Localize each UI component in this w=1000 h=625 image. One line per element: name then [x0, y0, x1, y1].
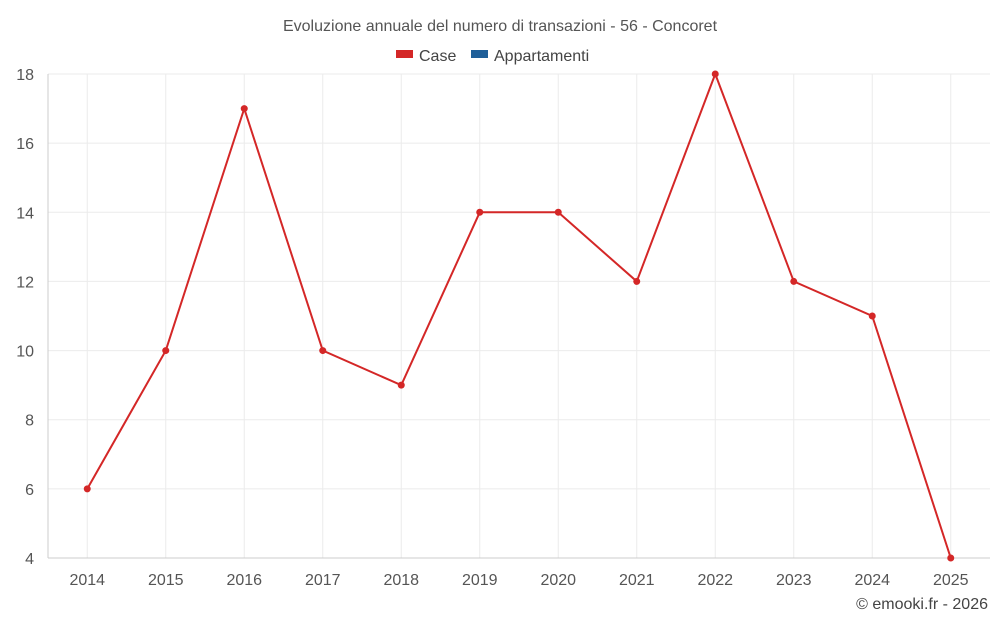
y-tick-label-18: 18	[16, 67, 34, 84]
data-point-case-2022[interactable]	[711, 70, 719, 78]
x-tick-label-2018: 2018	[383, 572, 419, 589]
legend-swatch-case	[396, 50, 413, 58]
data-point-case-2017[interactable]	[319, 347, 327, 355]
chart-title: Evoluzione annuale del numero di transaz…	[283, 18, 718, 35]
series-line-case	[86, 71, 952, 559]
y-tick-label-16: 16	[16, 136, 34, 153]
data-point-case-2024[interactable]	[868, 312, 876, 320]
y-tick-label-14: 14	[16, 205, 34, 222]
x-tick-label-2015: 2015	[148, 572, 184, 589]
legend-item-case[interactable]: Case	[396, 48, 456, 65]
legend-item-appartamenti[interactable]: Appartamenti	[471, 48, 589, 65]
legend-swatch-appartamenti	[471, 50, 488, 58]
data-point-case-2021[interactable]	[633, 277, 641, 285]
data-point-case-2015[interactable]	[162, 347, 170, 355]
data-point-case-2019[interactable]	[476, 208, 484, 216]
legend: Case Appartamenti	[396, 48, 589, 65]
data-point-case-2023[interactable]	[790, 277, 798, 285]
gridlines	[48, 73, 990, 559]
axes	[47, 74, 990, 559]
legend-label-appartamenti: Appartamenti	[494, 48, 589, 65]
x-tick-label-2017: 2017	[305, 572, 341, 589]
data-point-case-2020[interactable]	[554, 208, 562, 216]
x-tick-label-2020: 2020	[540, 572, 576, 589]
data-point-case-2018[interactable]	[397, 381, 405, 389]
x-tick-label-2025: 2025	[933, 572, 969, 589]
y-tick-label-8: 8	[25, 413, 34, 430]
data-point-case-2025[interactable]	[947, 554, 955, 562]
x-tick-labels: 2014 2015 2016 2017 2018 2019 2020 2021 2022 2023…	[69, 572, 968, 589]
y-tick-label-12: 12	[16, 274, 34, 291]
x-tick-label-2023: 2023	[776, 572, 812, 589]
legend-label-case: Case	[419, 48, 456, 65]
y-tick-label-10: 10	[16, 344, 34, 361]
y-tick-labels: 4 6 8 10 12 14 16 18	[16, 67, 34, 568]
x-tick-label-2024: 2024	[854, 572, 890, 589]
x-tick-label-2022: 2022	[697, 572, 733, 589]
y-tick-label-4: 4	[25, 551, 34, 568]
series	[83, 70, 955, 562]
credit-text: © emooki.fr - 2026	[856, 596, 988, 613]
data-point-case-2014[interactable]	[83, 485, 91, 493]
x-tick-label-2016: 2016	[226, 572, 262, 589]
data-point-case-2016[interactable]	[240, 105, 248, 113]
y-tick-label-6: 6	[25, 482, 34, 499]
x-tick-label-2019: 2019	[462, 572, 498, 589]
x-tick-label-2021: 2021	[619, 572, 655, 589]
x-tick-label-2014: 2014	[69, 572, 105, 589]
